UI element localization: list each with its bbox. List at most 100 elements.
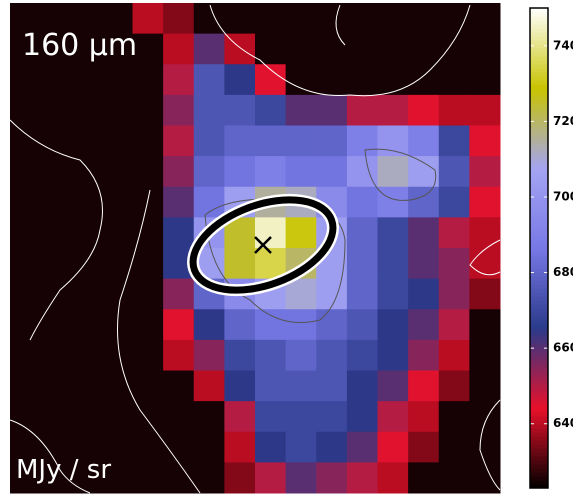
cell <box>10 64 42 96</box>
cell <box>285 3 317 35</box>
cell <box>40 186 72 218</box>
cell <box>101 33 133 65</box>
cell <box>255 370 287 402</box>
cell <box>132 431 164 463</box>
cell <box>193 309 225 341</box>
colorbar-swatch <box>530 456 548 461</box>
contour <box>364 148 437 201</box>
cell <box>224 431 256 463</box>
cell <box>101 94 133 126</box>
cell <box>224 339 256 371</box>
cell <box>469 125 501 157</box>
cell <box>71 278 103 310</box>
cell <box>316 156 348 188</box>
colorbar-swatch <box>530 100 548 105</box>
colorbar-swatch <box>530 16 548 21</box>
colorbar-swatch <box>530 60 548 65</box>
colorbar-swatch <box>530 160 548 165</box>
colorbar-swatch <box>530 216 548 221</box>
cell <box>285 64 317 96</box>
cell <box>377 33 409 65</box>
cell <box>408 431 440 463</box>
colorbar-swatch <box>530 8 548 13</box>
colorbar-swatch <box>530 284 548 289</box>
cell <box>346 3 378 35</box>
colorbar-swatch <box>530 376 548 381</box>
cell <box>438 33 470 65</box>
cell <box>469 94 501 126</box>
colorbar-swatch <box>530 76 548 81</box>
cell <box>285 401 317 433</box>
cell <box>71 401 103 433</box>
colorbar-swatch <box>530 420 548 425</box>
cell <box>316 431 348 463</box>
colorbar-swatch <box>530 156 548 161</box>
colorbar-swatch <box>530 268 548 273</box>
cell <box>163 125 195 157</box>
cell <box>10 94 42 126</box>
colorbar-swatch <box>530 324 548 329</box>
cell <box>316 33 348 65</box>
cell <box>469 3 501 35</box>
cell <box>469 186 501 218</box>
colorbar: 640 660 680 700 720 740 <box>530 8 573 489</box>
cell <box>438 3 470 35</box>
colorbar-swatch <box>530 164 548 169</box>
aperture <box>189 196 337 294</box>
colorbar-swatch <box>530 248 548 253</box>
colorbar-swatch <box>530 96 548 101</box>
colorbar-swatch <box>530 260 548 265</box>
contour <box>9 119 103 341</box>
cell <box>163 401 195 433</box>
cell <box>438 125 470 157</box>
cell <box>40 94 72 126</box>
cell <box>10 309 42 341</box>
colorbar-swatch <box>530 468 548 473</box>
colorbar-swatch <box>530 384 548 389</box>
cell <box>377 309 409 341</box>
colorbar-swatch <box>530 240 548 245</box>
cell <box>71 186 103 218</box>
colorbar-swatch <box>530 392 548 397</box>
cell <box>40 156 72 188</box>
cell <box>469 217 501 249</box>
contour <box>335 4 346 46</box>
cell <box>316 309 348 341</box>
colorbar-tick-label: 680 <box>553 265 573 279</box>
cell <box>438 431 470 463</box>
cell <box>101 217 133 249</box>
colorbar-swatch <box>530 204 548 209</box>
cell <box>224 309 256 341</box>
cell <box>193 401 225 433</box>
cell <box>71 3 103 35</box>
colorbar-swatch <box>530 208 548 213</box>
cell <box>377 401 409 433</box>
cell <box>469 339 501 371</box>
cell <box>71 94 103 126</box>
cell <box>40 33 72 65</box>
colorbar-swatch <box>530 316 548 321</box>
colorbar-swatch <box>530 144 548 149</box>
cell <box>438 339 470 371</box>
contour <box>117 189 201 494</box>
colorbar-swatch <box>530 348 548 353</box>
colorbar-swatch <box>530 24 548 29</box>
cell <box>346 339 378 371</box>
cell <box>255 339 287 371</box>
cell <box>438 248 470 280</box>
cell <box>71 462 103 494</box>
colorbar-swatch <box>530 192 548 197</box>
colorbar-swatch <box>530 320 548 325</box>
colorbar-swatch <box>530 476 548 481</box>
colorbar-swatch <box>530 256 548 261</box>
cell <box>71 125 103 157</box>
colorbar-swatch <box>530 212 548 217</box>
colorbar-swatch <box>530 232 548 237</box>
cell <box>101 125 133 157</box>
cell <box>469 431 501 463</box>
cell <box>71 217 103 249</box>
colorbar-swatch <box>530 412 548 417</box>
cell <box>377 248 409 280</box>
colorbar-swatch <box>530 364 548 369</box>
cell <box>438 370 470 402</box>
